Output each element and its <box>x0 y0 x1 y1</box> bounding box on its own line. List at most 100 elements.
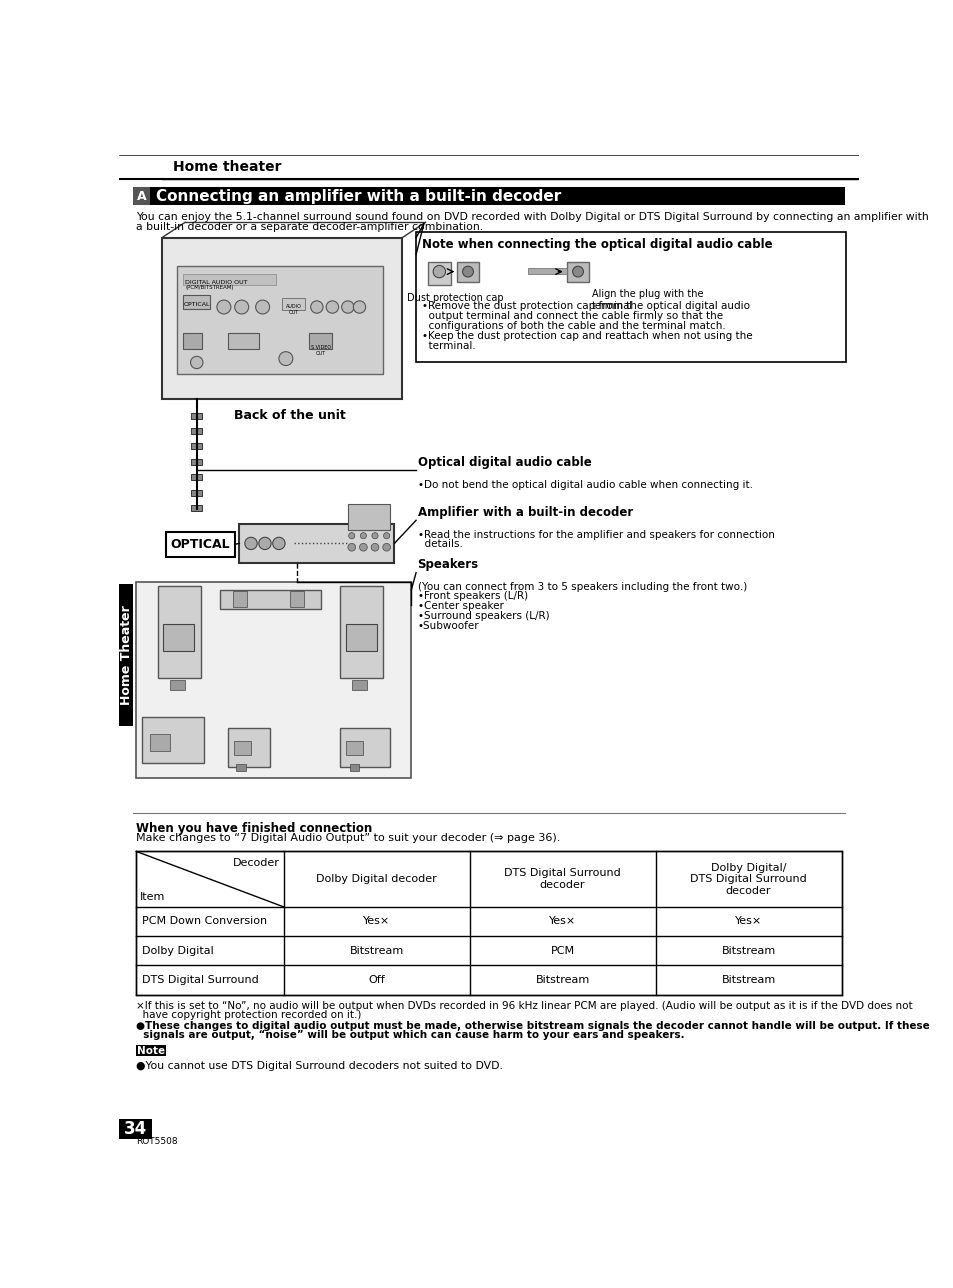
Text: ×If this is set to “No”, no audio will be output when DVDs recorded in 96 kHz li: ×If this is set to “No”, no audio will b… <box>136 1001 912 1011</box>
Bar <box>346 742 363 755</box>
Bar <box>456 261 478 282</box>
Text: (You can connect from 3 to 5 speakers including the front two.): (You can connect from 3 to 5 speakers in… <box>417 582 746 592</box>
Text: •Center speaker: •Center speaker <box>417 601 503 612</box>
Text: Back of the unit: Back of the unit <box>233 408 345 421</box>
Bar <box>233 591 247 608</box>
Circle shape <box>258 537 271 550</box>
Bar <box>163 625 194 652</box>
Text: PCM: PCM <box>550 945 574 956</box>
Bar <box>340 728 390 766</box>
Bar <box>133 187 150 205</box>
Circle shape <box>348 533 355 538</box>
Circle shape <box>216 300 231 314</box>
Bar <box>166 532 235 556</box>
Bar <box>192 443 202 450</box>
Text: Amplifier with a built-in decoder: Amplifier with a built-in decoder <box>417 506 632 519</box>
Bar <box>228 334 258 349</box>
Text: Bitstream: Bitstream <box>720 945 775 956</box>
Bar <box>136 582 411 778</box>
Bar <box>309 334 332 349</box>
Bar <box>192 474 202 480</box>
Text: Off: Off <box>368 975 384 985</box>
Text: Home theater: Home theater <box>173 160 282 174</box>
Text: Note when connecting the optical digital audio cable: Note when connecting the optical digital… <box>422 238 772 251</box>
Circle shape <box>311 301 323 313</box>
Text: •Read the instructions for the amplifier and speakers for connection: •Read the instructions for the amplifier… <box>417 529 774 540</box>
Circle shape <box>255 300 270 314</box>
Bar <box>150 734 170 751</box>
Bar <box>192 428 202 434</box>
Circle shape <box>371 544 378 551</box>
Circle shape <box>348 544 355 551</box>
Circle shape <box>326 301 338 313</box>
Bar <box>192 412 202 419</box>
Text: Dust protection cap: Dust protection cap <box>406 294 502 303</box>
Bar <box>133 187 843 205</box>
Text: Dolby Digital: Dolby Digital <box>142 945 214 956</box>
Bar <box>183 274 275 286</box>
Bar <box>136 851 841 994</box>
Bar <box>183 334 202 349</box>
Bar <box>119 155 858 179</box>
Bar <box>162 238 402 399</box>
Bar <box>239 524 394 563</box>
Text: Dolby Digital/
DTS Digital Surround
decoder: Dolby Digital/ DTS Digital Surround deco… <box>689 863 806 895</box>
Text: Note: Note <box>137 1046 165 1056</box>
Text: signals are output, “noise” will be output which can cause harm to your ears and: signals are output, “noise” will be outp… <box>136 1030 684 1039</box>
Text: DTS Digital Surround: DTS Digital Surround <box>142 975 259 985</box>
Circle shape <box>245 537 257 550</box>
Bar <box>233 742 251 755</box>
Circle shape <box>273 537 285 550</box>
Text: Home Theater: Home Theater <box>119 605 132 705</box>
Text: (PCM/BITSTREAM): (PCM/BITSTREAM) <box>185 286 233 291</box>
Text: •Front speakers (L/R): •Front speakers (L/R) <box>417 591 527 601</box>
Bar <box>192 459 202 465</box>
Circle shape <box>278 352 293 366</box>
Bar <box>119 1118 152 1139</box>
Bar <box>350 764 359 770</box>
Bar <box>427 263 451 286</box>
Text: Optical digital audio cable: Optical digital audio cable <box>417 456 591 469</box>
Circle shape <box>572 267 583 277</box>
Circle shape <box>462 267 473 277</box>
Circle shape <box>383 533 390 538</box>
Bar <box>352 680 367 689</box>
Text: •Remove the dust protection cap from the optical digital audio: •Remove the dust protection cap from the… <box>422 301 749 310</box>
Text: DTS Digital Surround
decoder: DTS Digital Surround decoder <box>503 868 620 890</box>
Text: ●These changes to digital audio output must be made, otherwise bitstream signals: ●These changes to digital audio output m… <box>136 1021 929 1030</box>
Text: ROT5508: ROT5508 <box>136 1137 178 1146</box>
Text: Align the plug with the
terminal: Align the plug with the terminal <box>592 290 702 310</box>
Text: Bitstream: Bitstream <box>349 945 403 956</box>
Bar <box>142 716 204 762</box>
Bar <box>528 268 567 274</box>
Text: Yes×: Yes× <box>734 917 761 926</box>
Text: S VIDEO
OUT: S VIDEO OUT <box>311 345 331 355</box>
Bar <box>282 298 305 310</box>
Text: terminal.: terminal. <box>422 341 476 350</box>
Text: Yes×: Yes× <box>548 917 576 926</box>
Circle shape <box>360 533 366 538</box>
Text: DIGITAL AUDIO OUT: DIGITAL AUDIO OUT <box>185 279 248 285</box>
Text: A: A <box>137 189 147 202</box>
Bar <box>192 489 202 496</box>
Bar <box>136 1046 166 1056</box>
Text: •Surround speakers (L/R): •Surround speakers (L/R) <box>417 612 549 621</box>
Text: Bitstream: Bitstream <box>720 975 775 985</box>
Text: ●You cannot use DTS Digital Surround decoders not suited to DVD.: ●You cannot use DTS Digital Surround dec… <box>136 1061 502 1070</box>
Text: When you have finished connection: When you have finished connection <box>136 822 373 835</box>
Text: •Subwoofer: •Subwoofer <box>417 621 478 631</box>
Bar <box>228 728 270 766</box>
Text: a built-in decoder or a separate decoder-amplifier combination.: a built-in decoder or a separate decoder… <box>136 222 483 232</box>
Text: OPTICAL: OPTICAL <box>171 537 231 551</box>
Text: OPTICAL: OPTICAL <box>183 301 210 307</box>
Bar <box>158 586 200 679</box>
Bar <box>348 504 390 531</box>
Bar <box>290 591 303 608</box>
Circle shape <box>372 533 377 538</box>
Circle shape <box>359 544 367 551</box>
Text: Dolby Digital decoder: Dolby Digital decoder <box>315 875 436 884</box>
Text: configurations of both the cable and the terminal match.: configurations of both the cable and the… <box>422 321 725 331</box>
Bar <box>340 586 382 679</box>
Bar <box>345 625 376 652</box>
Text: AUDIO
OUT: AUDIO OUT <box>285 304 301 314</box>
